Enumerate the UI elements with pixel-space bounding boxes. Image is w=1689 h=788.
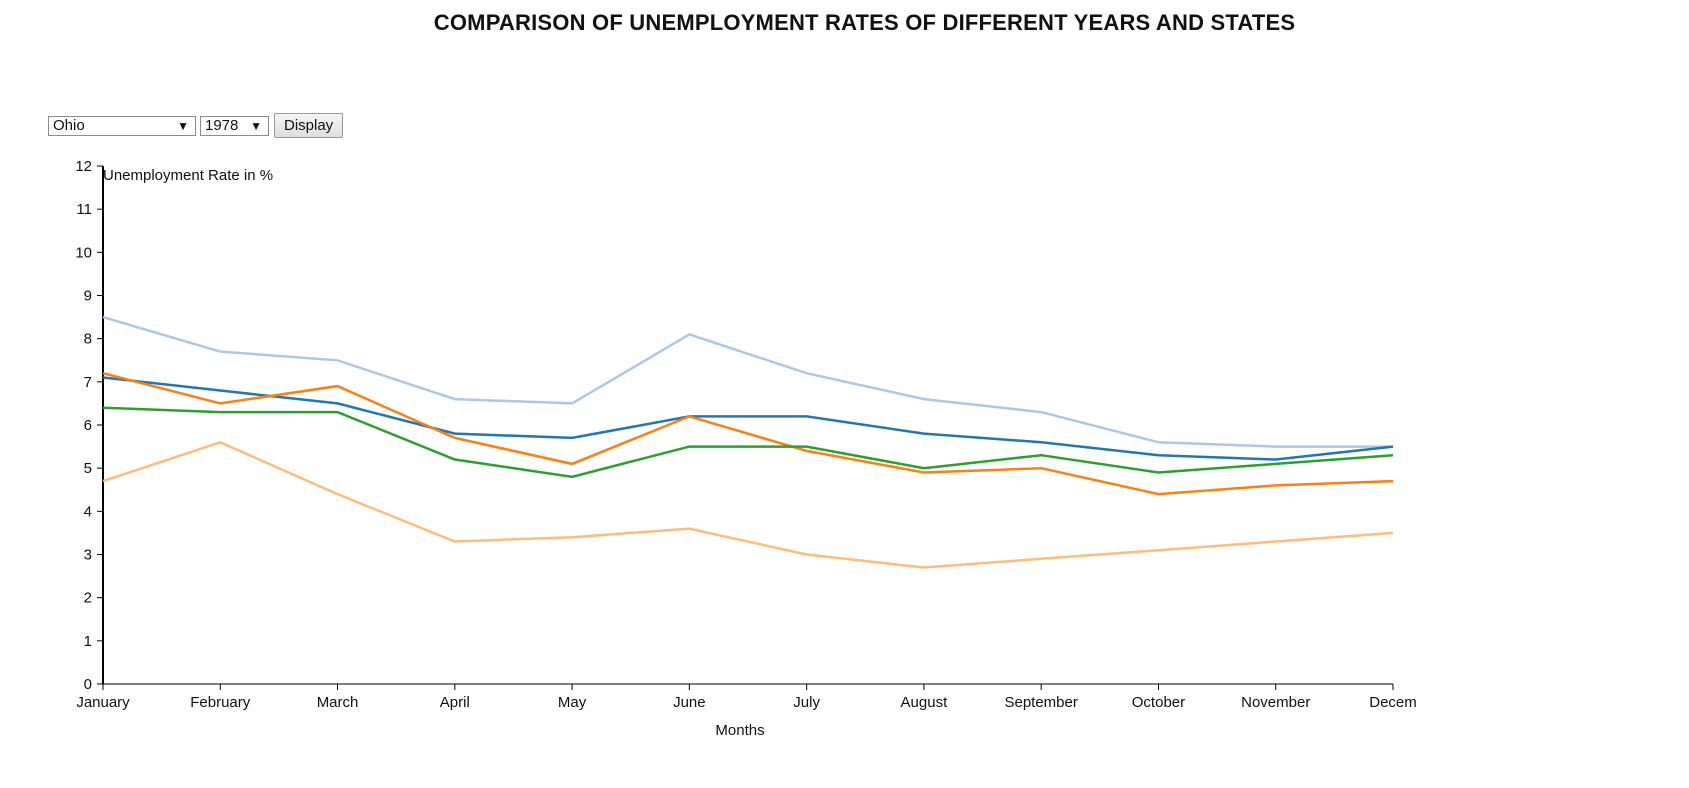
x-tick-label: Decem	[1369, 694, 1417, 711]
year-select-value: 1978	[205, 117, 239, 134]
y-axis-label: Unemployment Rate in %	[103, 167, 273, 184]
state-select[interactable]: Ohio ▼	[48, 115, 196, 136]
y-tick-label: 12	[75, 158, 92, 175]
state-select-value: Ohio	[53, 117, 85, 134]
chevron-down-icon: ▼	[250, 118, 262, 133]
series-line-5	[102, 440, 1394, 569]
x-tick-label: September	[1004, 694, 1077, 711]
series-line-2	[102, 376, 1394, 461]
controls-bar: Ohio ▼ 1978 ▼ Display	[48, 113, 344, 138]
y-tick-label: 1	[84, 633, 92, 650]
series-lines	[102, 315, 1394, 569]
x-tick-label: July	[793, 694, 820, 711]
chevron-down-icon: ▼	[177, 118, 189, 133]
x-axis: January February March April May June July Augu…	[76, 683, 1417, 711]
series-line-1	[102, 315, 1393, 448]
y-tick-label: 0	[84, 676, 92, 693]
x-tick-label: June	[673, 694, 706, 711]
x-tick-label: May	[558, 694, 587, 711]
y-tick-label: 11	[76, 201, 92, 218]
y-tick-label: 7	[84, 374, 92, 391]
series-line-4	[102, 406, 1394, 479]
y-tick-label: 6	[84, 417, 92, 434]
y-tick-label: 4	[84, 503, 92, 520]
y-tick-label: 5	[84, 460, 92, 477]
y-tick-label: 2	[84, 590, 92, 607]
x-tick-label: November	[1241, 694, 1310, 711]
display-button[interactable]: Display	[274, 113, 344, 138]
page-title: COMPARISON OF UNEMPLOYMENT RATES OF DIFF…	[433, 10, 1296, 35]
y-tick-label: 8	[84, 331, 92, 348]
series-line-3	[102, 371, 1394, 496]
y-tick-label: 3	[84, 547, 92, 564]
y-tick-label: 9	[84, 288, 92, 305]
year-select[interactable]: 1978 ▼	[200, 115, 269, 136]
x-tick-label: April	[440, 694, 470, 711]
y-tick-label: 10	[75, 244, 92, 261]
x-tick-label: February	[190, 694, 251, 711]
x-tick-label: October	[1132, 694, 1185, 711]
x-tick-label: January	[76, 694, 130, 711]
x-tick-label: August	[901, 694, 949, 711]
x-axis-label: Months	[715, 722, 764, 739]
x-tick-label: March	[317, 694, 359, 711]
